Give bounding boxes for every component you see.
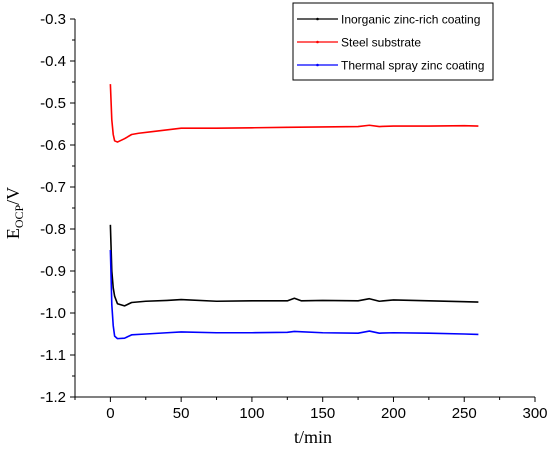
y-tick-label: -0.4 xyxy=(40,53,66,70)
y-tick-label: -0.3 xyxy=(40,11,66,28)
y-tick-label: -0.5 xyxy=(40,95,66,112)
legend-label-1: Steel substrate xyxy=(341,36,421,50)
y-axis-title-group: EOCP/V xyxy=(3,187,26,239)
y-axis-title-subscript: OCP xyxy=(12,205,26,229)
x-tick-label: 150 xyxy=(310,405,335,422)
x-tick-label: 200 xyxy=(381,405,406,422)
y-tick-label: -1.0 xyxy=(40,305,66,322)
x-axis-title: t/min xyxy=(294,427,332,447)
y-tick-label: -1.1 xyxy=(40,347,66,364)
y-axis-title-unit: /V xyxy=(3,187,23,205)
x-tick-label: 50 xyxy=(173,405,190,422)
legend-marker-0 xyxy=(316,17,319,21)
x-tick-label: 300 xyxy=(522,405,547,422)
y-tick-label: -0.8 xyxy=(40,221,66,238)
legend-label-2: Thermal spray zinc coating xyxy=(341,59,484,73)
series-line-0 xyxy=(109,224,479,307)
y-tick-label: -1.2 xyxy=(40,389,66,406)
y-tick-label: -0.6 xyxy=(40,137,66,154)
y-axis-title-main: E xyxy=(3,228,23,239)
series-line-1 xyxy=(109,84,479,143)
legend-marker-1 xyxy=(316,40,319,44)
legend-marker-2 xyxy=(316,63,319,67)
x-tick-label: 0 xyxy=(106,405,114,422)
x-tick-label: 100 xyxy=(239,405,264,422)
y-tick-label: -0.9 xyxy=(40,263,66,280)
x-tick-label: 250 xyxy=(452,405,477,422)
y-tick-label: -0.7 xyxy=(40,179,66,196)
series-line-2 xyxy=(109,249,479,340)
legend-label-0: Inorganic zinc-rich coating xyxy=(341,13,480,27)
y-axis-title: EOCP/V xyxy=(3,187,26,239)
